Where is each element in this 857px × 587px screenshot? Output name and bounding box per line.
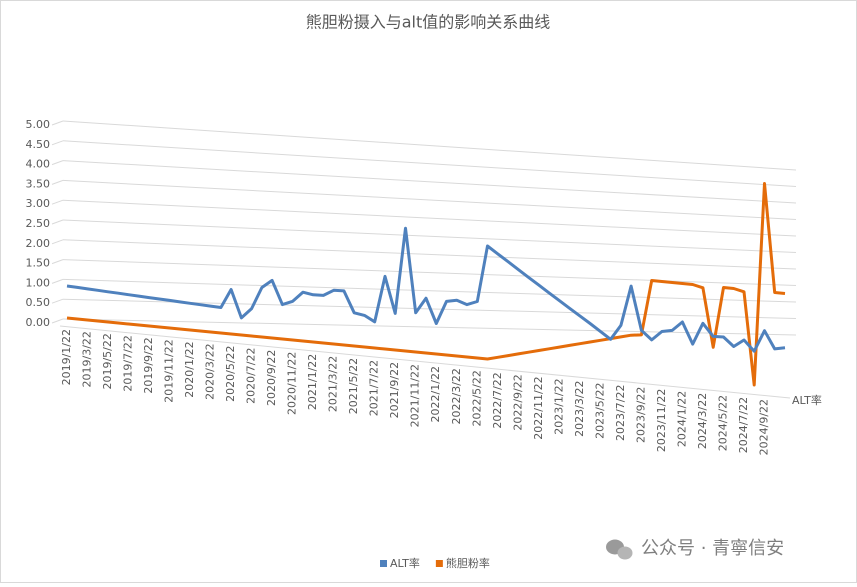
x-tick-label: 2022/7/22 [491, 372, 504, 428]
y-tick-label: 4.50 [26, 138, 51, 151]
x-tick-label: 2023/9/22 [634, 387, 647, 443]
x-tick-label: 2023/7/22 [614, 385, 627, 441]
x-tick-label: 2021/3/22 [327, 356, 340, 412]
x-tick-label: 2022/11/22 [532, 376, 545, 439]
y-tick-label: 0.50 [26, 296, 51, 309]
x-tick-label: 2020/1/22 [183, 341, 196, 397]
series-line [66, 182, 786, 387]
x-tick-label: 2023/5/22 [593, 382, 606, 438]
y-tick-label: 4.00 [26, 158, 51, 171]
legend-swatch [435, 560, 443, 567]
x-tick-label: 2022/9/22 [511, 374, 524, 430]
side-grid-line [51, 259, 64, 265]
x-tick-label: 2022/3/22 [450, 368, 463, 424]
y-tick-label: 1.50 [26, 257, 51, 270]
grid-line [62, 239, 797, 270]
x-tick-label: 2024/9/22 [757, 399, 770, 455]
x-tick-label: 2024/5/22 [716, 395, 729, 451]
y-tick-label: 3.50 [26, 177, 51, 190]
x-tick-label: 2021/9/22 [388, 362, 401, 418]
side-grid-line [51, 239, 64, 245]
y-tick-label: 3.00 [26, 197, 51, 210]
chart-title: 熊胆粉摄入与alt值的影响关系曲线 [306, 13, 551, 32]
grid-line [62, 318, 797, 336]
watermark-icon [606, 539, 633, 560]
x-tick-label: 2024/7/22 [737, 397, 750, 453]
x-tick-label: 2019/11/22 [163, 339, 176, 402]
grid-line [62, 140, 797, 187]
x-tick-label: 2022/5/22 [470, 370, 483, 426]
x-axis-line [59, 325, 791, 399]
side-grid-line [51, 278, 64, 284]
y-tick-label: 2.00 [26, 237, 51, 250]
x-tick-label: 2019/5/22 [101, 333, 114, 389]
depth-axis-label: ALT率 [792, 393, 822, 407]
x-tick-label: 2019/1/22 [60, 329, 73, 385]
x-tick-label: 2020/7/22 [245, 348, 258, 404]
legend-label: ALT率 [390, 556, 420, 570]
side-grid-line [51, 199, 64, 205]
x-tick-label: 2020/3/22 [204, 343, 217, 399]
grid-line [62, 278, 797, 303]
x-tick-label: 2024/1/22 [675, 391, 688, 447]
x-tick-label: 2022/1/22 [429, 366, 442, 422]
side-grid-line [51, 318, 64, 324]
y-tick-label: 5.00 [26, 118, 51, 131]
watermark: 公众号 · 青寧信安 [641, 538, 784, 559]
x-tick-label: 2023/3/22 [573, 380, 586, 436]
side-grid-line [51, 120, 64, 126]
x-tick-label: 2020/11/22 [286, 352, 299, 415]
grid-line [62, 160, 797, 204]
y-tick-label: 2.50 [26, 217, 51, 230]
x-tick-label: 2023/11/22 [655, 389, 668, 452]
y-tick-label: 1.00 [26, 276, 51, 289]
legend-label: 熊胆粉率 [446, 556, 490, 570]
grid-line [62, 120, 797, 171]
x-tick-label: 2024/3/22 [696, 393, 709, 449]
grid-line [62, 179, 797, 220]
x-tick-label: 2019/7/22 [122, 335, 135, 391]
grid-line [62, 199, 797, 237]
side-grid-line [51, 160, 64, 166]
side-grid-line [51, 179, 64, 185]
x-tick-label: 2021/5/22 [347, 358, 360, 414]
x-tick-label: 2021/11/22 [409, 364, 422, 427]
series-line [66, 226, 786, 353]
legend-swatch [380, 560, 387, 567]
x-tick-label: 2019/9/22 [142, 337, 155, 393]
x-tick-label: 2021/7/22 [368, 360, 381, 416]
side-grid-line [51, 140, 64, 146]
grid-line [62, 219, 797, 253]
side-grid-line [51, 298, 64, 304]
y-tick-label: 0.00 [26, 316, 51, 329]
x-tick-label: 2020/5/22 [224, 345, 237, 401]
x-tick-label: 2021/1/22 [306, 354, 319, 410]
side-grid-line [51, 219, 64, 225]
x-tick-label: 2019/3/22 [81, 331, 94, 387]
x-tick-label: 2023/1/22 [552, 378, 565, 434]
x-tick-label: 2020/9/22 [265, 350, 278, 406]
